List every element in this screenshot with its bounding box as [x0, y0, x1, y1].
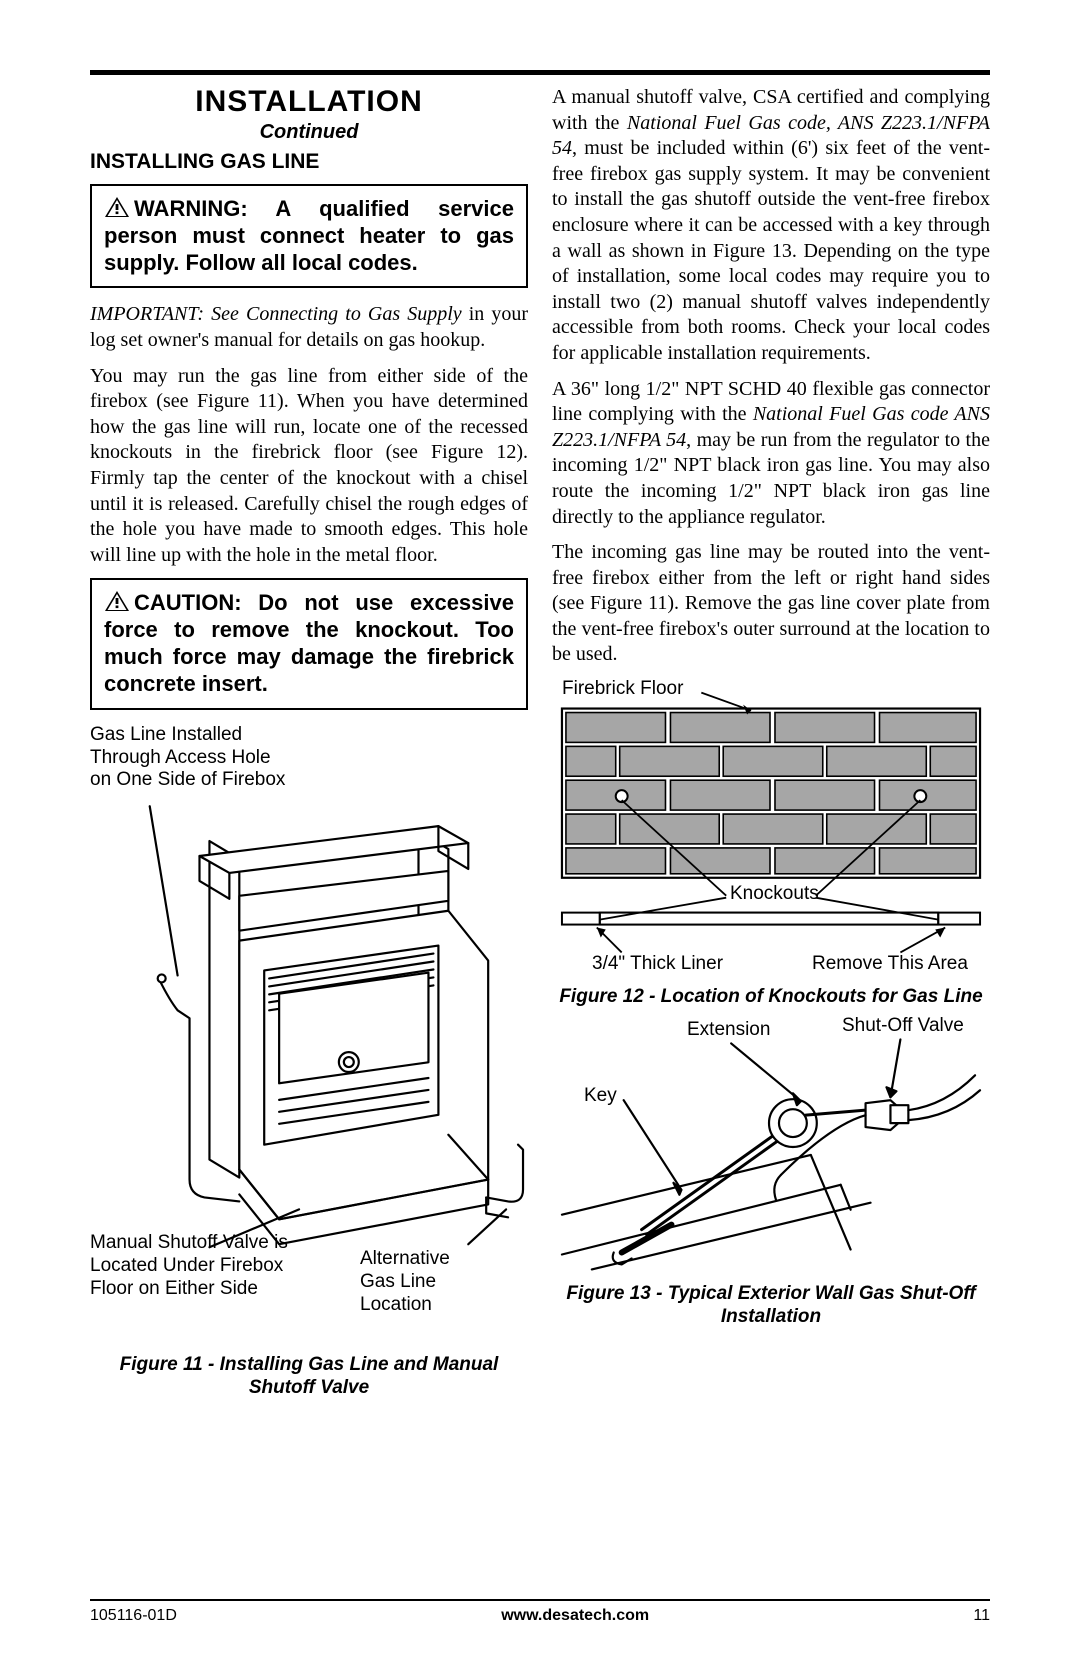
continued-label: Continued: [90, 121, 528, 144]
fig12-caption: Figure 12 - Location of Knockouts for Ga…: [552, 986, 990, 1009]
right-p3: The incoming gas line may be routed into…: [552, 540, 990, 668]
figure-13-svg: [552, 1015, 990, 1275]
left-p1: You may run the gas line from either sid…: [90, 364, 528, 569]
caution-icon: [104, 590, 130, 612]
fig11-callout-top: Gas Line Installed Through Access Hole o…: [90, 724, 528, 792]
warning-text-span: WARNING: A qualified service person must…: [104, 196, 514, 275]
warning-text: WARNING: A qualified service person must…: [104, 196, 514, 276]
fig13-valve-label: Shut-Off Valve: [842, 1015, 964, 1038]
warning-icon: [104, 196, 130, 218]
fig11-callout-valve: Manual Shutoff Valve is Located Under Fi…: [90, 1232, 288, 1300]
fig13-ext-label: Extension: [687, 1019, 770, 1042]
left-column: INSTALLATION Continued INSTALLING GAS LI…: [90, 85, 528, 1400]
footer-right: 11: [973, 1607, 990, 1625]
footer: 105116-01D www.desatech.com 11: [90, 1599, 990, 1625]
section-title: INSTALLATION: [90, 85, 528, 119]
figure-11: Manual Shutoff Valve is Located Under Fi…: [90, 800, 528, 1350]
figure-12-svg: [552, 678, 990, 978]
fig12-firebrick-label: Firebrick Floor: [562, 678, 683, 701]
footer-left: 105116-01D: [90, 1607, 177, 1625]
right-p1: A manual shutoff valve, CSA certified an…: [552, 85, 990, 367]
figure-12: Firebrick Floor: [552, 678, 990, 978]
fig12-liner-label: 3/4" Thick Liner: [592, 953, 723, 976]
caution-text: CAUTION: Do not use excessive force to r…: [104, 590, 514, 697]
fig11-callout-alt: Alternative Gas Line Location: [360, 1248, 450, 1316]
fig13-key-label: Key: [584, 1085, 617, 1108]
right-p1c: , must be included within (6') six feet …: [552, 137, 990, 364]
figure-13: Extension Shut-Off Valve Key: [552, 1015, 990, 1275]
fig12-knockouts-label: Knockouts: [730, 883, 819, 906]
right-p2: A 36" long 1/2" NPT SCHD 40 flexible gas…: [552, 377, 990, 531]
fig12-remove-label: Remove This Area: [812, 953, 968, 976]
important-paragraph: IMPORTANT: See Connecting to Gas Supply …: [90, 302, 528, 353]
subheading: INSTALLING GAS LINE: [90, 150, 528, 174]
footer-center: www.desatech.com: [501, 1607, 649, 1625]
right-column: A manual shutoff valve, CSA certified an…: [552, 85, 990, 1400]
caution-text-span: CAUTION: Do not use excessive force to r…: [104, 590, 514, 695]
important-lead: IMPORTANT:: [90, 303, 204, 325]
fig13-caption: Figure 13 - Typical Exterior Wall Gas Sh…: [552, 1283, 990, 1329]
top-rule: [90, 70, 990, 75]
fig11-caption: Figure 11 - Installing Gas Line and Manu…: [90, 1354, 528, 1400]
caution-box: CAUTION: Do not use excessive force to r…: [90, 578, 528, 709]
columns: INSTALLATION Continued INSTALLING GAS LI…: [90, 85, 990, 1400]
warning-box: WARNING: A qualified service person must…: [90, 184, 528, 288]
important-ital: See Connecting to Gas Supply: [204, 303, 462, 325]
